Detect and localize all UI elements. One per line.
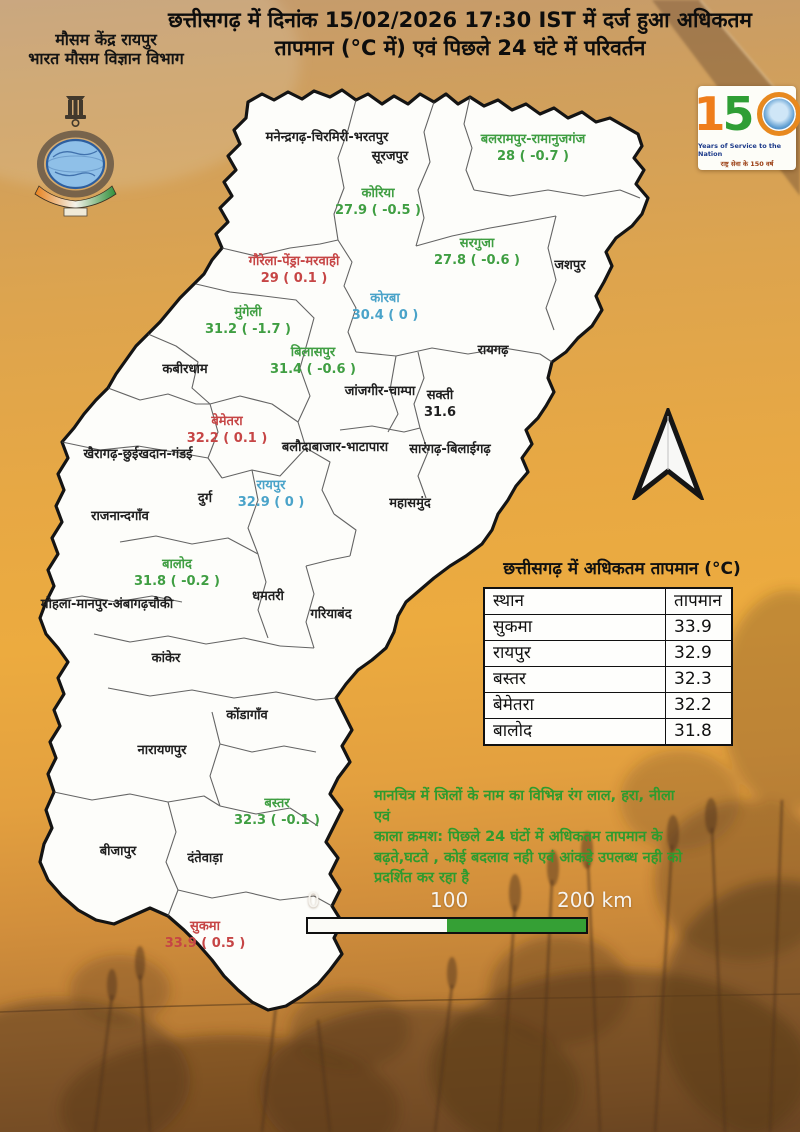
table-header-row: स्थान तापमान (485, 589, 731, 614)
logo-caption-en: Years of Service to the Nation (698, 142, 782, 158)
cell-place: बेमेतरा (485, 693, 666, 718)
scale-bar-graphic (306, 917, 588, 934)
imd-logo (34, 96, 117, 217)
note-line: मानचित्र में जिलों के नाम का विभिन्न रंग… (374, 788, 675, 825)
page-title: छत्तीसगढ़ में दिनांक 15/02/2026 17:30 IS… (128, 6, 792, 63)
table-row: सुकमा 33.9 (485, 614, 731, 640)
cell-place: सुकमा (485, 615, 666, 640)
north-arrow-icon (632, 408, 704, 500)
cell-temperature: 31.8 (674, 721, 712, 741)
table-title: छत्तीसगढ़ में अधिकतम तापमान (°C) (503, 559, 741, 579)
digit-1: 1 (693, 87, 725, 141)
cell-place: बालोद (485, 719, 666, 744)
globe-zero-icon (756, 92, 800, 136)
scale-label-200km: 200 km (557, 888, 633, 912)
cell-temperature: 32.2 (674, 695, 712, 715)
note-line: बढ़ते,घटते , कोई बदलाव नही एवं आंकड़े उप… (374, 849, 683, 866)
cell-temperature: 32.9 (674, 643, 712, 663)
imd-150-years-logo: 1 5 Years of Service to the Nation राष्ट… (693, 86, 800, 170)
org-line-1: मौसम केंद्र रायपुर (55, 30, 157, 49)
state-boundary (38, 88, 650, 1012)
scale-bar: 0 100 200 km (305, 888, 650, 938)
scale-label-0: 0 (307, 888, 320, 912)
scale-bar-second-half (447, 919, 586, 932)
logo-150-digits: 1 5 (693, 88, 800, 140)
table-row: बस्तर 32.3 (485, 666, 731, 692)
org-line-2: भारत मौसम विज्ञान विभाग (28, 49, 184, 69)
title-line-2: तापमान (°C में) एवं पिछले 24 घंटे में पर… (274, 36, 646, 61)
table-grid: स्थान तापमान सुकमा 33.9 रायपुर 32.9 बस्त… (483, 587, 733, 746)
table-row: रायपुर 32.9 (485, 640, 731, 666)
cell-place: रायपुर (485, 641, 666, 666)
digit-5: 5 (722, 87, 755, 141)
table-row: बेमेतरा 32.2 (485, 692, 731, 718)
chhattisgarh-district-map (38, 88, 650, 1012)
scale-label-100: 100 (430, 888, 469, 912)
logo-caption-hi: राष्ट्र सेवा के 150 वर्ष (720, 160, 774, 168)
district-boundaries (45, 96, 641, 917)
title-line-1: छत्तीसगढ़ में दिनांक 15/02/2026 17:30 IS… (168, 8, 752, 32)
table-row: बालोद 31.8 (485, 718, 731, 744)
note-line: काला क्रमश: पिछले 24 घंटों में अधिकतम ता… (374, 829, 663, 846)
cell-temperature: 33.9 (674, 617, 712, 637)
scale-bar-first-half (308, 919, 447, 932)
cell-place: बस्तर (485, 667, 666, 692)
map-legend-note: मानचित्र में जिलों के नाम का विभिन्न रंग… (374, 786, 690, 889)
note-line: प्रदर्शित कर रहा है (374, 870, 470, 887)
header-place: स्थान (485, 589, 666, 614)
org-name: मौसम केंद्र रायपुर भारत मौसम विज्ञान विभ… (2, 30, 210, 68)
temperature-table: छत्तीसगढ़ में अधिकतम तापमान (°C) स्थान त… (483, 556, 761, 746)
cell-temperature: 32.3 (674, 669, 712, 689)
header-temperature: तापमान (674, 591, 722, 611)
